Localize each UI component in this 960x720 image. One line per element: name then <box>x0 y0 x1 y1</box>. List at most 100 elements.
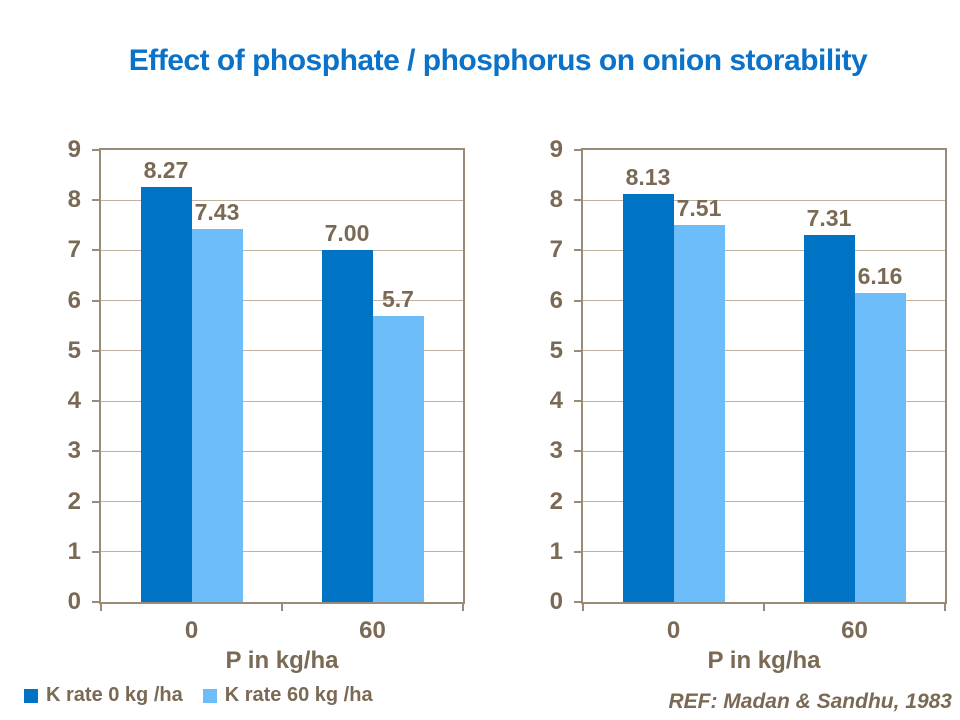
gridline <box>583 249 945 251</box>
gridline <box>583 199 945 201</box>
bar-value-label: 7.31 <box>806 204 852 231</box>
y-tick-label: 3 <box>67 437 81 465</box>
y-tick-mark <box>92 450 101 453</box>
x-tick-mark <box>100 602 102 611</box>
y-tick-mark <box>92 349 101 352</box>
y-tick-mark <box>92 601 101 603</box>
gridline <box>583 300 945 302</box>
y-tick-label: 5 <box>549 336 563 364</box>
y-tick-label: 2 <box>549 487 563 515</box>
y-tick-label: 7 <box>549 236 563 264</box>
y-tick-mark <box>574 500 583 503</box>
bar-value-label: 5.7 <box>382 285 414 312</box>
y-tick-mark <box>92 550 101 553</box>
bar-series-1-cat-1 <box>854 292 906 602</box>
y-tick-label: 0 <box>549 588 563 615</box>
gridline <box>583 400 945 402</box>
y-tick-mark <box>574 450 583 453</box>
x-axis-title: P in kg/ha <box>707 647 821 674</box>
chart-right: 0 1 2 3 4 5 6 7 8 9 8.13 7.51 0 7.31 6.16 60 P in kg/ha <box>537 0 949 720</box>
y-tick-label: 4 <box>67 387 81 415</box>
gridline <box>101 300 463 302</box>
y-tick-mark <box>92 400 101 403</box>
y-tick-label: 5 <box>67 336 81 364</box>
bar-value-label: 7.43 <box>194 198 240 225</box>
bar-series-0-cat-1 <box>321 250 373 602</box>
legend-label-k-rate-0: K rate 0 kg /ha <box>46 684 183 706</box>
legend: K rate 0 kg /ha K rate 60 kg /ha <box>24 684 373 707</box>
y-tick-mark <box>92 249 101 252</box>
y-tick-mark <box>574 550 583 553</box>
plot-border-right <box>945 150 947 602</box>
y-tick-mark <box>574 249 583 252</box>
legend-label-k-rate-60: K rate 60 kg /ha <box>224 684 373 706</box>
y-tick-label: 1 <box>549 537 563 565</box>
bar-value-label: 8.27 <box>143 156 189 183</box>
y-tick-mark <box>574 400 583 403</box>
x-tick-mark <box>281 602 283 611</box>
gridline <box>101 551 463 553</box>
y-tick-mark <box>574 299 583 302</box>
x-tick-mark <box>462 602 464 611</box>
y-tick-mark <box>574 199 583 202</box>
y-tick-label: 7 <box>67 236 81 264</box>
y-tick-mark <box>574 601 583 603</box>
y-tick-label: 2 <box>67 487 81 515</box>
y-tick-mark <box>92 199 101 202</box>
y-tick-label: 8 <box>67 186 81 214</box>
gridline <box>101 400 463 402</box>
x-tick-mark <box>582 602 584 611</box>
gridline <box>101 199 463 201</box>
y-axis-line <box>99 150 101 602</box>
gridline <box>101 501 463 503</box>
bar-series-1-cat-0 <box>191 228 243 602</box>
gridline <box>583 450 945 452</box>
y-tick-label: 3 <box>549 437 563 465</box>
gridline <box>101 249 463 251</box>
x-tick-label: 0 <box>666 617 681 644</box>
y-tick-label: 4 <box>549 387 563 415</box>
legend-item-k-rate-60: K rate 60 kg /ha <box>202 684 373 707</box>
y-tick-label: 1 <box>67 537 81 565</box>
x-tick-label: 60 <box>359 617 386 644</box>
y-tick-mark <box>92 500 101 503</box>
plot-border-top <box>581 148 947 150</box>
y-tick-mark <box>574 349 583 352</box>
bar-series-0-cat-0 <box>622 193 674 602</box>
x-tick-label: 60 <box>841 617 868 644</box>
bar-series-0-cat-0 <box>140 186 192 602</box>
gridline <box>583 350 945 352</box>
bar-value-label: 7.51 <box>676 194 722 221</box>
x-axis-title: P in kg/ha <box>225 647 339 674</box>
gridline <box>583 501 945 503</box>
y-tick-label: 0 <box>67 588 81 615</box>
bar-value-label: 7.00 <box>324 220 370 247</box>
gridline <box>583 551 945 553</box>
bar-series-1-cat-1 <box>372 315 424 602</box>
y-tick-label: 8 <box>549 186 563 214</box>
reference-text: REF: Madan & Sandhu, 1983 <box>668 690 952 713</box>
bar-value-label: 6.16 <box>857 262 903 289</box>
plot-border-top <box>99 148 465 150</box>
y-tick-label: 9 <box>67 136 81 163</box>
plot-border-right <box>463 150 465 602</box>
y-axis-line <box>581 150 583 602</box>
y-tick-mark <box>92 149 101 151</box>
gridline <box>101 450 463 452</box>
legend-swatch-light-blue <box>202 688 217 703</box>
y-tick-mark <box>574 149 583 151</box>
y-tick-label: 6 <box>67 286 81 314</box>
bar-value-label: 8.13 <box>625 163 671 190</box>
y-tick-label: 9 <box>549 136 563 163</box>
bar-series-0-cat-1 <box>803 234 855 602</box>
x-tick-mark <box>944 602 946 611</box>
chart-left: 0 1 2 3 4 5 6 7 8 9 8.27 7.43 0 7.00 5.7 60 P in kg/ha <box>55 0 467 720</box>
bar-series-1-cat-0 <box>673 224 725 602</box>
x-tick-mark <box>763 602 765 611</box>
legend-item-k-rate-0: K rate 0 kg /ha <box>24 684 183 707</box>
page-title: Effect of phosphate / phosphorus on onio… <box>128 44 868 77</box>
y-tick-mark <box>92 299 101 302</box>
gridline <box>101 350 463 352</box>
x-tick-label: 0 <box>184 617 199 644</box>
